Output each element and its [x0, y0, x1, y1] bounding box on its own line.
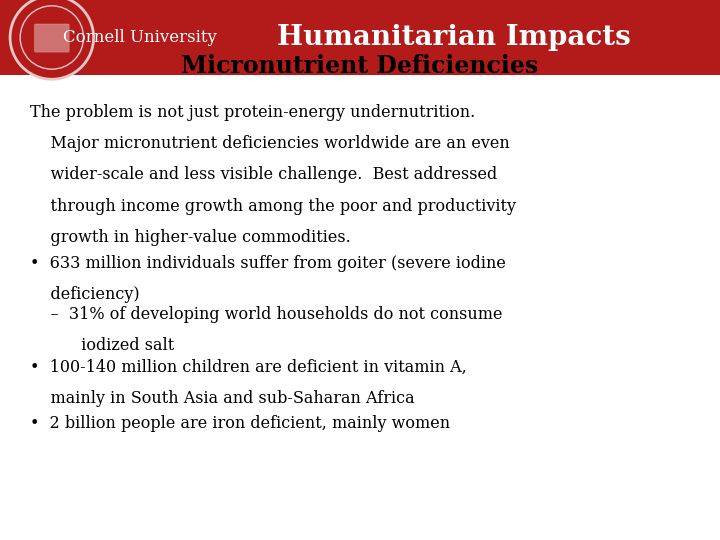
Text: –  31% of developing world households do not consume: – 31% of developing world households do … [30, 306, 503, 323]
Text: Major micronutrient deficiencies worldwide are an even: Major micronutrient deficiencies worldwi… [30, 135, 510, 152]
Ellipse shape [20, 6, 84, 69]
Text: •  2 billion people are iron deficient, mainly women: • 2 billion people are iron deficient, m… [30, 415, 451, 431]
Text: Micronutrient Deficiencies: Micronutrient Deficiencies [181, 55, 539, 78]
Text: The problem is not just protein-energy undernutrition.: The problem is not just protein-energy u… [30, 104, 475, 120]
Text: through income growth among the poor and productivity: through income growth among the poor and… [30, 198, 516, 214]
Text: deficiency): deficiency) [30, 286, 140, 303]
Text: •  100-140 million children are deficient in vitamin A,: • 100-140 million children are deficient… [30, 359, 467, 376]
Text: •  633 million individuals suffer from goiter (severe iodine: • 633 million individuals suffer from go… [30, 255, 506, 272]
Text: iodized salt: iodized salt [30, 338, 174, 354]
Text: growth in higher-value commodities.: growth in higher-value commodities. [30, 229, 351, 246]
Ellipse shape [10, 0, 94, 79]
FancyBboxPatch shape [35, 24, 69, 52]
Text: Cornell University: Cornell University [63, 29, 217, 46]
Text: wider-scale and less visible challenge.  Best addressed: wider-scale and less visible challenge. … [30, 166, 498, 183]
Text: Humanitarian Impacts: Humanitarian Impacts [276, 24, 631, 51]
Text: mainly in South Asia and sub-Saharan Africa: mainly in South Asia and sub-Saharan Afr… [30, 390, 415, 407]
Bar [0, 0, 720, 75]
